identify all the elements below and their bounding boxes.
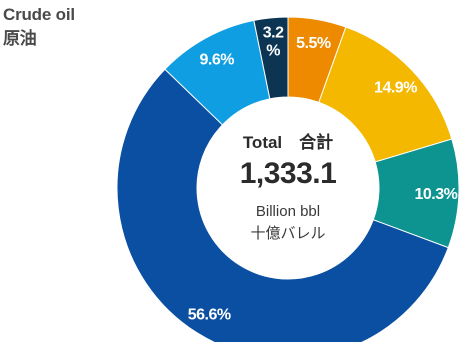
slice-label-5: 9.6% [200,51,235,68]
chart-title-block: Crude oil 原油 [3,3,75,51]
slice-label-3: 10.3% [414,186,457,203]
chart-subtitle: 原油 [3,29,37,48]
donut-slices [116,16,460,342]
chart-title: Crude oil [3,5,75,24]
slice-label-6-line-2: % [266,43,280,60]
center-unit-en: Billion bbl [256,203,320,220]
slice-label-4: 56.6% [188,306,231,323]
center-unit-ja: 十億バレル [250,225,325,242]
slice-label-2: 14.9% [374,79,417,96]
donut-hole [197,97,379,279]
slice-label-6-line-1: 3.2 [263,25,284,42]
center-total-value: 1,333.1 [240,157,337,190]
slice-labels: 5.5% 14.9% 10.3% 56.6% 9.6% 3.2% [188,25,458,324]
slice-label-1: 5.5% [296,35,331,52]
center-total-label: Total 合計 [243,132,333,152]
